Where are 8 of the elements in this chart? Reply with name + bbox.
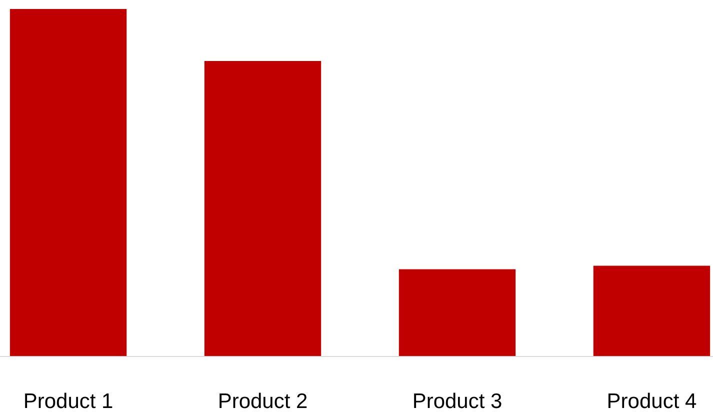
bar	[10, 9, 127, 356]
bar	[204, 61, 322, 356]
bar	[593, 266, 710, 356]
x-tick-label: Product 2	[218, 390, 308, 412]
x-tick-label: Product 3	[412, 390, 502, 412]
bar	[398, 269, 516, 356]
x-tick-label: Product 4	[606, 390, 697, 412]
x-tick-label: Product 1	[23, 390, 114, 412]
